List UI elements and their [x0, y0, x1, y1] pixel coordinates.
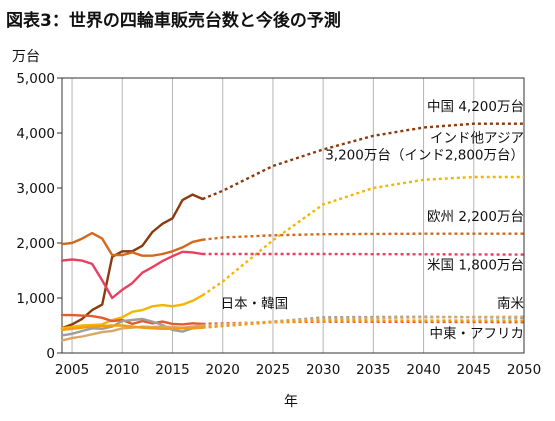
series-annotation: 中東・アフリカ: [430, 326, 525, 342]
x-tick-label: 2045: [457, 362, 491, 378]
chart-title: 図表3：世界の四輪車販売台数と今後の予測: [6, 11, 341, 31]
plot-frame: [61, 77, 525, 354]
x-tick-label: 2035: [356, 362, 390, 378]
series-line-actual: [60, 313, 204, 326]
series-line-actual: [60, 250, 204, 300]
series-line-actual: [60, 294, 204, 330]
series-line-forecast: [202, 232, 524, 241]
series-line-actual: [60, 317, 204, 337]
series-line-actual: [60, 231, 204, 257]
series-annotation: 中国 4,200万台: [427, 99, 524, 115]
series-annotation: 日本・韓国: [221, 296, 289, 312]
series-annotation: 南米: [497, 296, 525, 312]
y-tick-label: 4,000: [16, 126, 55, 142]
y-tick-label: 2,000: [16, 236, 55, 252]
y-tick-label: 3,000: [16, 181, 55, 197]
series-annotation: インド他アジア: [430, 130, 524, 146]
series-line-forecast: [202, 122, 524, 201]
x-tick-label: 2020: [206, 362, 240, 378]
series-line-forecast: [201, 175, 524, 297]
series-lines: [60, 122, 525, 342]
series-annotation: 欧州 2,200万台: [427, 209, 524, 225]
series-line-forecast: [202, 252, 525, 256]
series-line-forecast: [202, 315, 525, 327]
series-line-actual: [60, 324, 204, 332]
axes: 2005 2010 2015 2020 2025 2030 2035 2040 2045 2050…: [16, 71, 541, 378]
series-annotation: 3,200万台（インド2,800万台）: [325, 147, 524, 163]
y-tick-label: 5,000: [16, 71, 55, 87]
x-tick-label: 2025: [256, 362, 290, 378]
x-tick-label: 2050: [507, 362, 541, 378]
y-axis-unit-label: 万台: [12, 49, 40, 65]
y-tick-label: 0: [46, 346, 55, 362]
x-tick-label: 2010: [105, 362, 139, 378]
y-tick-label: 1,000: [16, 291, 55, 307]
series-annotation: 米国 1,800万台: [427, 257, 524, 273]
x-tick-label: 2030: [306, 362, 340, 378]
x-tick-label: 2040: [406, 362, 440, 378]
x-tick-label: 2005: [55, 362, 89, 378]
x-axis-label: 年: [284, 394, 298, 410]
x-tick-label: 2015: [155, 362, 189, 378]
